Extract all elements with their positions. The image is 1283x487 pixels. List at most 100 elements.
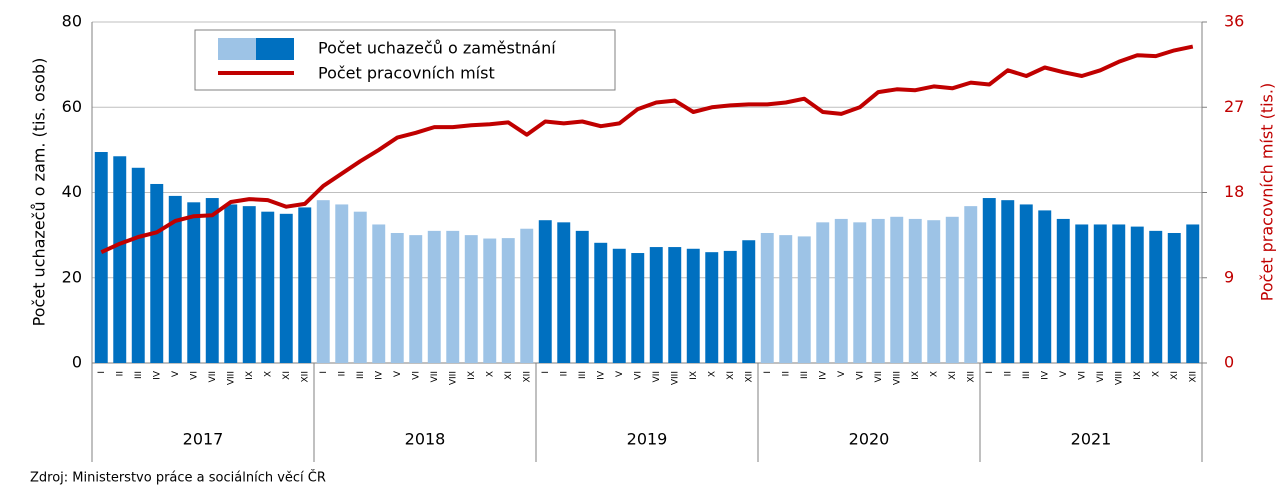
y-axis-label: Počet uchazečů o zam. (tis. osob) — [30, 58, 49, 327]
x-tick-label: VI — [189, 371, 199, 380]
x-tick-label: XII — [300, 371, 310, 382]
bar — [594, 242, 608, 363]
bar — [205, 198, 219, 363]
y2-axis-label: Počet pracovních míst (tis.) — [1258, 83, 1277, 301]
bar — [1056, 218, 1070, 363]
x-tick-label: XII — [744, 371, 754, 382]
x-tick-label: I — [985, 371, 995, 374]
x-tick-label: VIII — [448, 371, 458, 385]
x-tick-label: V — [393, 370, 403, 377]
x-tick-label: XII — [1188, 371, 1198, 382]
bar — [1019, 204, 1033, 363]
bar — [279, 213, 293, 363]
x-tick-label: VII — [208, 371, 218, 382]
bar — [1149, 230, 1163, 363]
x-tick-label: IV — [818, 370, 828, 380]
bar — [1186, 224, 1200, 363]
bar — [131, 167, 145, 363]
x-tick-label: X — [929, 371, 939, 377]
x-tick-label: IV — [152, 370, 162, 380]
x-tick-label: XII — [966, 371, 976, 382]
y-tick-label: 40 — [62, 182, 82, 201]
bar — [390, 232, 404, 363]
x-tick-label: II — [781, 371, 791, 376]
bar — [261, 211, 275, 363]
bar — [1130, 226, 1144, 363]
bar — [1038, 210, 1052, 363]
bar — [779, 235, 793, 363]
x-tick-label: XI — [504, 371, 514, 380]
legend-swatch — [256, 38, 294, 60]
x-tick-label: V — [837, 370, 847, 377]
x-tick-label: X — [485, 371, 495, 377]
bar — [298, 207, 312, 363]
x-tick-label: I — [541, 371, 551, 374]
x-tick-label: I — [319, 371, 329, 374]
x-tick-label: I — [97, 371, 107, 374]
group-label: 2018 — [405, 430, 446, 449]
x-tick-label: VII — [1096, 371, 1106, 382]
legend-label: Počet pracovních míst — [318, 64, 495, 83]
x-tick-label: II — [115, 371, 125, 376]
bar — [538, 220, 552, 363]
y2-tick-label: 27 — [1224, 97, 1244, 116]
x-tick-label: VII — [652, 371, 662, 382]
x-tick-label: VI — [633, 371, 643, 380]
bar — [224, 204, 238, 363]
bar — [187, 202, 201, 363]
bar — [890, 216, 904, 363]
y2-tick-label: 36 — [1224, 12, 1244, 31]
bar — [705, 252, 719, 363]
x-tick-label: XI — [726, 371, 736, 380]
bar — [945, 216, 959, 363]
bar — [760, 232, 774, 363]
x-tick-label: X — [707, 371, 717, 377]
bar — [927, 220, 941, 363]
group-label: 2017 — [183, 430, 224, 449]
x-tick-label: IX — [467, 371, 477, 380]
legend-label: Počet uchazečů o zaměstnání — [318, 39, 556, 58]
bar — [834, 218, 848, 363]
bar — [686, 248, 700, 363]
y-tick-label: 0 — [72, 353, 82, 372]
bar — [501, 238, 515, 363]
x-tick-label: XI — [1170, 371, 1180, 380]
x-tick-label: VII — [430, 371, 440, 382]
x-tick-label: VIII — [226, 371, 236, 385]
x-tick-label: III — [578, 371, 588, 379]
y-tick-label: 60 — [62, 97, 82, 116]
bar — [113, 156, 127, 363]
bar — [1167, 232, 1181, 363]
bar — [1112, 224, 1126, 363]
bar — [1001, 200, 1015, 363]
source: Zdroj: Ministerstvo práce a sociálních v… — [30, 470, 326, 486]
bar — [427, 230, 441, 363]
x-tick-label: V — [615, 370, 625, 377]
bar — [242, 206, 256, 363]
bar — [649, 247, 663, 363]
group-label: 2021 — [1071, 430, 1112, 449]
x-tick-label: II — [1003, 371, 1013, 376]
x-tick-label: X — [1151, 371, 1161, 377]
bar — [908, 218, 922, 363]
x-tick-label: IV — [1040, 370, 1050, 380]
bar — [353, 211, 367, 363]
x-tick-label: III — [134, 371, 144, 379]
group-label: 2020 — [849, 430, 890, 449]
bar — [316, 200, 330, 363]
bar — [964, 206, 978, 363]
bar — [446, 230, 460, 363]
x-tick-label: VIII — [892, 371, 902, 385]
bar — [668, 247, 682, 363]
bar — [982, 198, 996, 363]
x-tick-label: X — [263, 371, 273, 377]
bar — [575, 230, 589, 363]
bar — [94, 152, 108, 363]
bar — [335, 204, 349, 363]
bar — [612, 248, 626, 363]
y2-tick-label: 9 — [1224, 267, 1234, 286]
group-label: 2019 — [627, 430, 668, 449]
bar — [520, 228, 534, 363]
bar — [150, 183, 164, 363]
